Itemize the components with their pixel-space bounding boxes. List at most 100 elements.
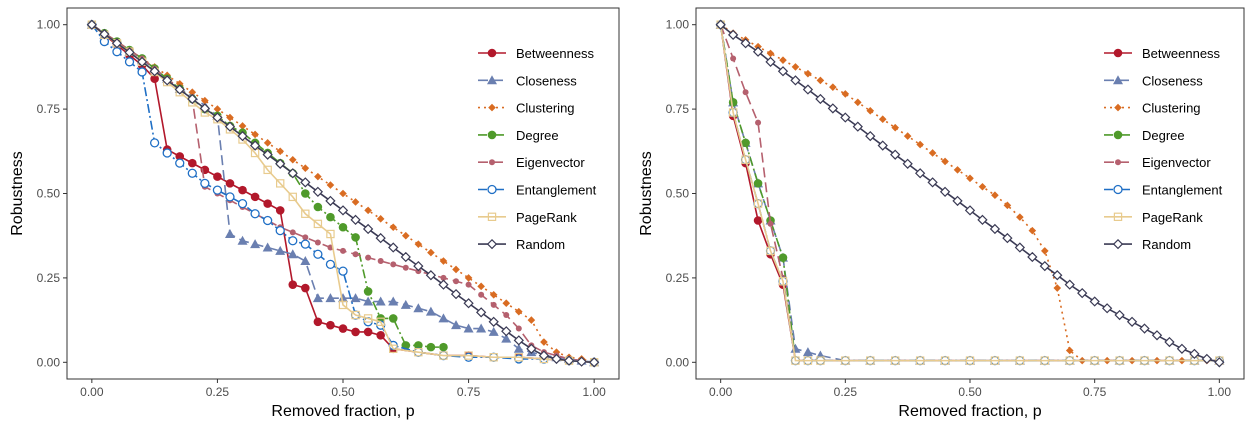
data-point: [288, 192, 297, 202]
data-point: [488, 316, 499, 327]
data-point: [300, 256, 311, 266]
data-point: [276, 147, 285, 156]
series-pagerank: [87, 20, 599, 367]
data-point: [1176, 343, 1188, 354]
data-point: [1151, 330, 1163, 341]
x-tick-label: 1.00: [582, 385, 606, 399]
data-point: [364, 206, 372, 215]
data-point: [313, 219, 323, 229]
data-point: [188, 158, 197, 168]
data-point: [111, 38, 123, 49]
legend-label: Entanglement: [1142, 183, 1223, 198]
data-point: [439, 342, 448, 352]
data-point: [927, 177, 938, 188]
legend-label: Random: [1142, 237, 1191, 252]
data-point: [237, 130, 248, 142]
data-point: [1114, 309, 1125, 321]
data-point: [149, 138, 160, 148]
x-axis-title: Removed fraction, p: [898, 403, 1041, 420]
data-point: [803, 356, 813, 365]
data-point: [351, 233, 360, 242]
data-point: [890, 149, 901, 160]
data-point: [766, 246, 775, 256]
legend-key-marker: [486, 238, 498, 250]
data-point: [213, 172, 222, 181]
data-point: [890, 356, 900, 365]
data-point: [563, 355, 575, 366]
data-point: [363, 287, 373, 296]
data-point: [1039, 260, 1050, 272]
data-point: [314, 239, 321, 246]
data-point: [312, 293, 323, 303]
x-tick-label: 0.25: [206, 385, 230, 399]
x-tick-label: 0.25: [834, 385, 858, 399]
data-point: [288, 155, 297, 164]
data-point: [377, 258, 384, 265]
data-point: [425, 306, 436, 316]
legend: Betweenness Closeness Clustering Degree Eige…: [478, 46, 597, 252]
data-point: [815, 93, 826, 105]
legend-key-marker: [487, 212, 497, 221]
data-point: [450, 288, 462, 300]
data-point: [513, 343, 524, 353]
data-point: [790, 75, 801, 86]
y-tick-label: 1.00: [37, 18, 61, 32]
data-point: [224, 121, 236, 132]
x-tick-label: 0.75: [457, 385, 481, 399]
data-point: [452, 265, 460, 274]
data-point: [939, 186, 951, 197]
data-point: [777, 66, 789, 77]
series-line: [91, 24, 595, 364]
data-point: [977, 214, 988, 225]
data-point: [225, 179, 235, 188]
data-point: [376, 330, 385, 340]
data-point: [313, 249, 323, 259]
data-point: [1041, 247, 1049, 255]
data-point: [237, 235, 248, 245]
y-tick-label: 0.25: [666, 271, 690, 285]
data-point: [791, 63, 800, 71]
data-point: [438, 313, 449, 323]
data-point: [249, 140, 261, 151]
data-point: [124, 57, 135, 67]
data-point: [1065, 346, 1074, 355]
legend-label: Degree: [1142, 128, 1185, 143]
legend-label: Clustering: [1142, 101, 1201, 116]
data-point: [816, 356, 825, 365]
data-point: [501, 326, 512, 337]
data-point: [289, 229, 296, 236]
data-point: [840, 112, 851, 123]
data-point: [350, 214, 361, 225]
data-point: [212, 112, 223, 123]
y-tick-label: 0.00: [37, 355, 61, 369]
data-point: [351, 327, 360, 337]
data-point: [1189, 348, 1200, 360]
data-point: [390, 261, 397, 268]
data-point: [388, 314, 398, 323]
data-point: [1090, 356, 1099, 365]
data-point: [263, 165, 272, 175]
data-point: [376, 215, 385, 223]
data-point: [790, 343, 801, 353]
x-tick-label: 0.00: [709, 385, 733, 399]
data-point: [753, 199, 763, 208]
data-point: [400, 251, 411, 263]
data-point: [513, 335, 524, 346]
data-point: [779, 56, 787, 64]
data-point: [753, 216, 763, 225]
data-point: [741, 155, 750, 164]
data-point: [941, 157, 949, 166]
legend-label: Eigenvector: [1142, 155, 1211, 170]
data-point: [502, 299, 511, 308]
data-point: [1016, 213, 1024, 221]
legend-key-marker: [1113, 212, 1123, 221]
data-point: [426, 342, 436, 352]
series-random: [715, 19, 1225, 368]
data-point: [1139, 323, 1150, 334]
data-point: [414, 240, 423, 248]
data-point: [916, 140, 924, 149]
legend-label: PageRank: [1142, 210, 1203, 225]
data-point: [213, 105, 222, 113]
data-point: [903, 132, 912, 140]
y-tick-label: 0.75: [37, 102, 61, 116]
